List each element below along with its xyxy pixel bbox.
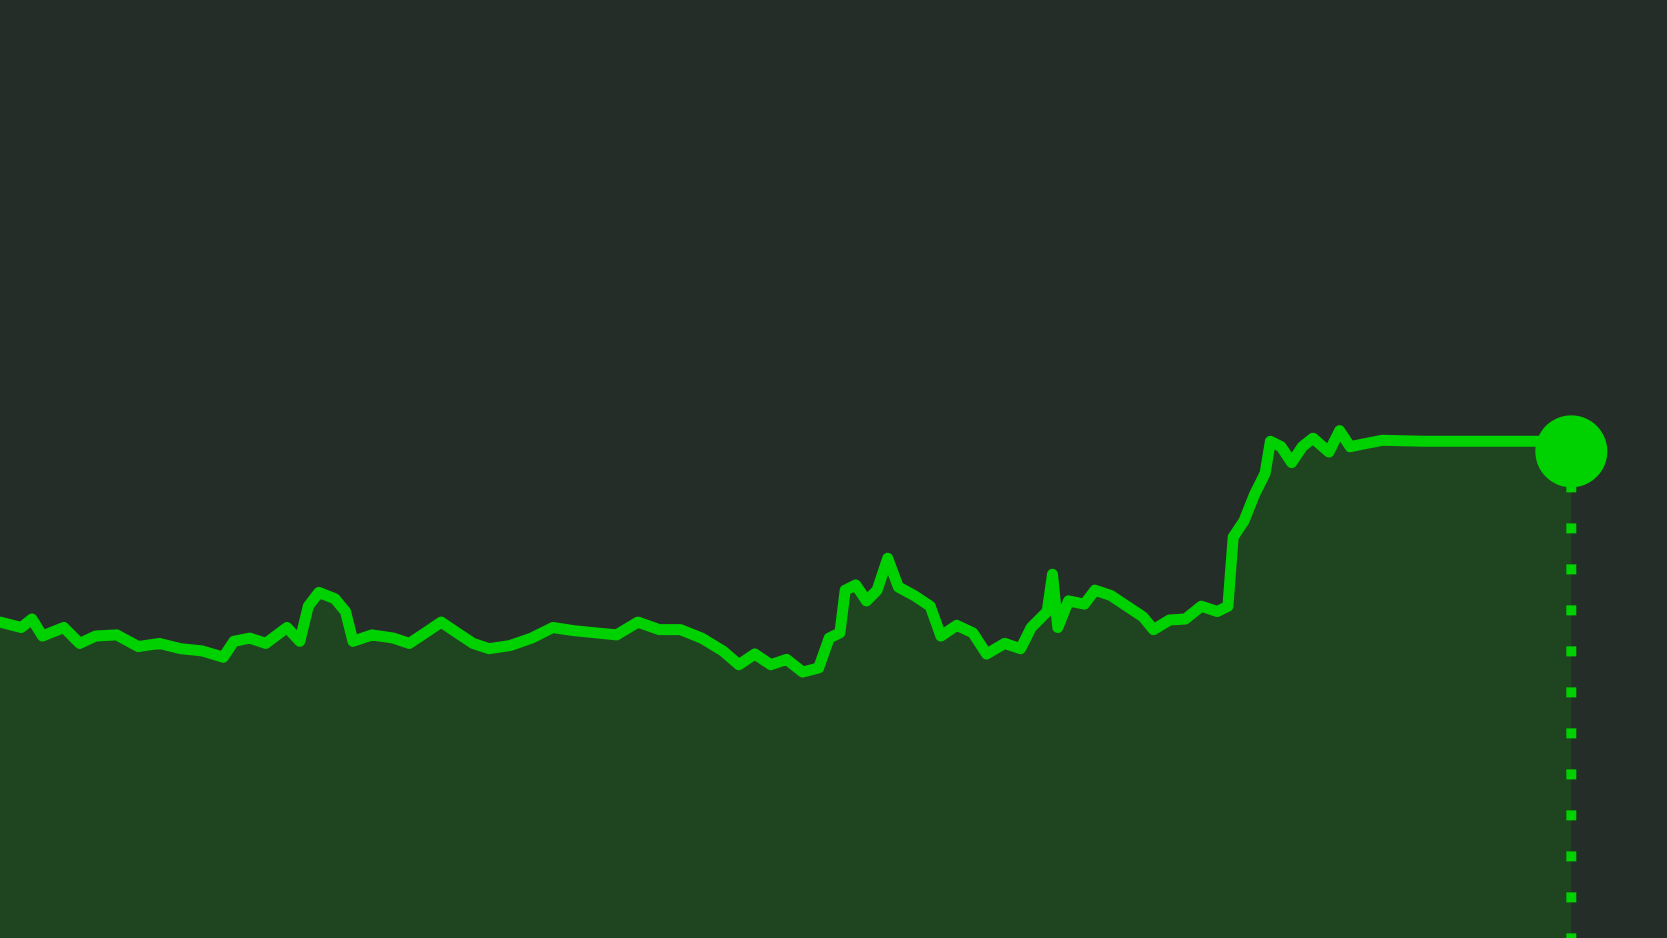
line (0, 425, 1577, 678)
area-fill (0, 430, 1572, 938)
end-point (1535, 415, 1608, 488)
